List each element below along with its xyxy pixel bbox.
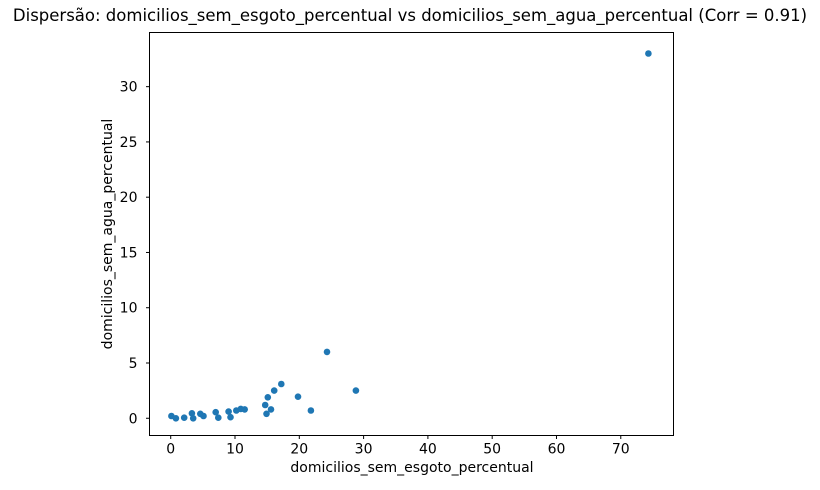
data-point <box>270 387 278 394</box>
data-point <box>267 406 275 413</box>
data-point <box>189 415 197 422</box>
y-tick-label: 5 <box>129 356 138 372</box>
data-point <box>212 408 219 416</box>
y-tick-label: 25 <box>120 135 138 151</box>
data-point <box>241 406 248 413</box>
y-tick-label: 10 <box>120 301 138 317</box>
data-point <box>227 413 234 421</box>
y-tick-label: 30 <box>120 80 138 96</box>
x-tick-label: 60 <box>548 442 566 458</box>
data-point <box>352 387 360 394</box>
data-point <box>188 410 196 417</box>
y-tick-label: 20 <box>120 190 138 206</box>
y-tick-label: 0 <box>129 411 138 427</box>
data-point <box>180 414 188 422</box>
y-tick-label: 15 <box>120 245 138 261</box>
x-tick-label: 70 <box>612 442 630 458</box>
data-point <box>278 380 285 388</box>
axes-frame <box>149 32 674 436</box>
data-point <box>225 408 232 415</box>
x-tick-label: 50 <box>483 442 501 458</box>
data-point <box>263 410 270 418</box>
data-point <box>323 348 331 356</box>
x-tick-label: 0 <box>166 442 175 458</box>
data-point <box>294 393 302 401</box>
data-point <box>645 50 652 57</box>
data-point <box>172 415 180 422</box>
x-axis-label: domicilios_sem_esgoto_percentual <box>290 460 534 476</box>
x-tick-label: 10 <box>226 442 244 458</box>
y-axis-label: domicilios_sem_agua_percentual <box>100 118 116 350</box>
x-tick-label: 30 <box>355 442 373 458</box>
data-point <box>307 407 315 414</box>
data-point <box>200 412 207 420</box>
x-tick-label: 20 <box>290 442 308 458</box>
chart-title: Dispersão: domicilios_sem_esgoto_percent… <box>12 6 808 25</box>
data-point <box>264 394 272 401</box>
data-point <box>261 401 269 409</box>
x-tick-label: 40 <box>419 442 437 458</box>
data-point <box>215 414 222 422</box>
